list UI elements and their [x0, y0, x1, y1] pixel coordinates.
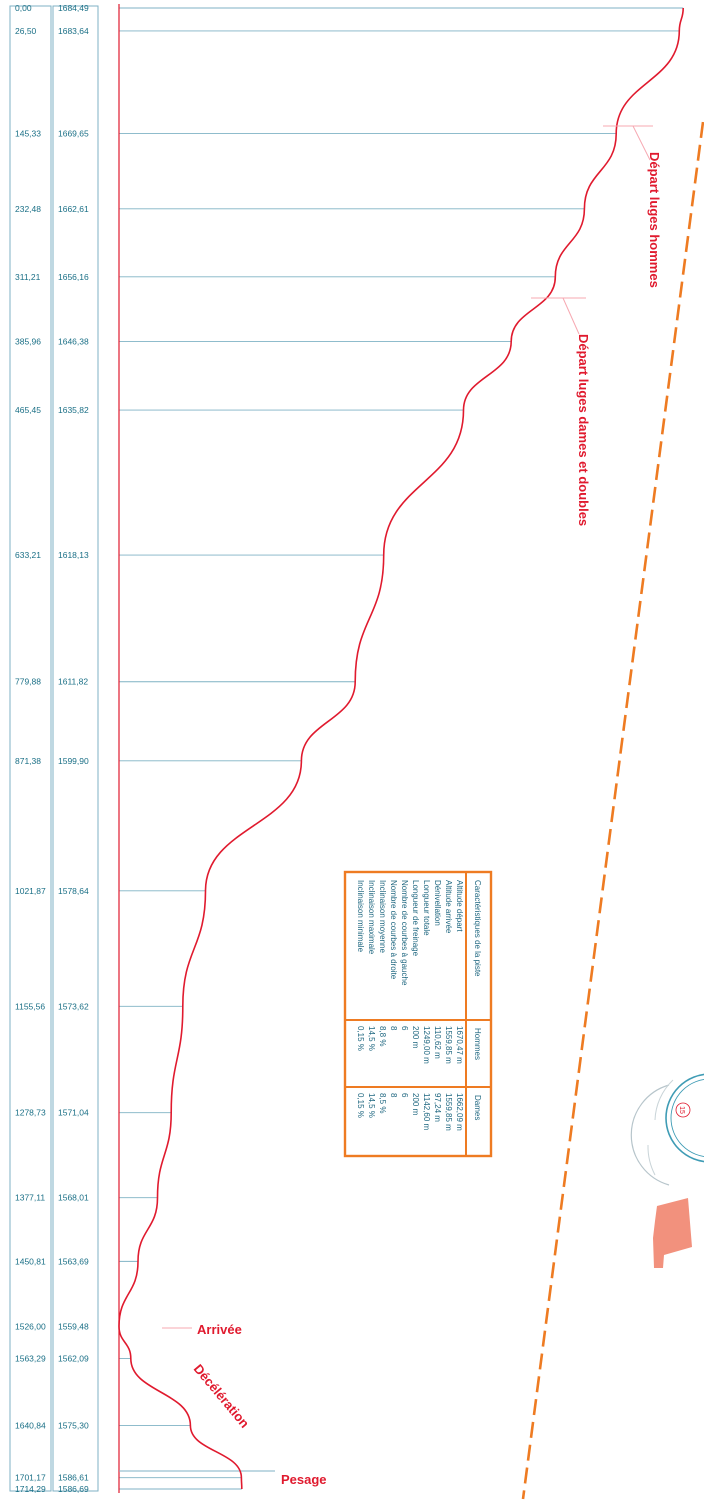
start-marker-men	[603, 125, 653, 161]
distance-label: 871,38	[15, 756, 41, 766]
table-cell-hommes: 1559,85 m	[444, 1026, 453, 1064]
track-characteristics-table: Caractéristiques de la piste Hommes Dames A…	[343, 870, 493, 1158]
distance-label: 1450,81	[15, 1256, 46, 1266]
distance-label: 1526,00	[15, 1321, 46, 1331]
altitude-label: 1559,48	[58, 1321, 89, 1331]
distance-label: 385,96	[15, 336, 41, 346]
altitude-label: 1662,61	[58, 204, 89, 214]
altitude-labels: 1684,49 1683,64 1669,65 1662,61 1656,16 1646,…	[58, 3, 89, 1494]
table-cell-label: Altitude arrivée	[444, 880, 453, 934]
altitude-label: 1562,09	[58, 1354, 89, 1364]
altitude-label: 1586,61	[58, 1473, 89, 1483]
distance-label: 1563,29	[15, 1354, 46, 1364]
altitude-label: 1586,69	[58, 1484, 89, 1494]
label-arrivee: Arrivée	[197, 1322, 242, 1337]
distance-label: 1155,56	[15, 1001, 45, 1011]
table-cell-dames: 1559,85 m	[444, 1093, 453, 1131]
table-cell-dames: 97,24 m	[433, 1093, 442, 1122]
distance-label: 633,21	[15, 550, 41, 560]
table-cell-label: Altitude départ	[455, 880, 464, 932]
distance-label: 1714,29	[15, 1484, 46, 1494]
altitude-label: 1571,04	[58, 1108, 89, 1118]
table-cell-hommes: 110,62 m	[433, 1026, 442, 1059]
distance-label: 232,48	[15, 204, 41, 214]
label-depart-dames: Départ luges dames et doubles	[576, 334, 591, 526]
table-header-hommes: Hommes	[473, 1028, 482, 1060]
distance-label: 1701,17	[15, 1473, 46, 1483]
altitude-label: 1684,49	[58, 3, 89, 13]
distance-label: 1377,11	[15, 1193, 45, 1203]
table-cell-label: Inclinaison minimale	[356, 880, 365, 953]
circular-structure: 15	[630, 1073, 704, 1186]
distance-label: 311,21	[15, 272, 41, 282]
altitude-label: 1656,16	[58, 272, 89, 282]
table-cell-dames: 6	[400, 1093, 409, 1098]
table-cell-dames: 8	[389, 1093, 398, 1098]
distance-label: 145,33	[15, 129, 41, 139]
distance-label: 1278,73	[15, 1108, 46, 1118]
distance-label: 1640,84	[15, 1421, 46, 1431]
altitude-label: 1646,38	[58, 336, 89, 346]
label-depart-hommes: Départ luges hommes	[647, 152, 662, 288]
altitude-label: 1618,13	[58, 550, 89, 560]
table-cell-label: Longueur totale	[422, 880, 431, 936]
distance-label: 779,88	[15, 677, 41, 687]
table-cell-label: Nombre de courbes à droite	[389, 880, 398, 980]
altitude-label: 1563,69	[58, 1256, 89, 1266]
table-cell-dames: 0,15 %	[356, 1093, 365, 1118]
table-cell-hommes: 8,8 %	[378, 1026, 387, 1046]
table-cell-dames: 14,5 %	[367, 1093, 376, 1118]
table-cell-label: Dénivellation	[433, 880, 442, 926]
elevation-profile-line	[118, 7, 684, 1490]
label-deceleration: Décélération	[191, 1361, 253, 1430]
altitude-label: 1573,62	[58, 1001, 89, 1011]
table-cell-label: Longueur de freinage	[411, 880, 420, 957]
altitude-label: 1611,82	[58, 677, 88, 687]
altitude-label: 1578,64	[58, 886, 89, 896]
table-cell-hommes: 8	[389, 1026, 398, 1031]
badge-number: 15	[678, 1106, 685, 1114]
table-header-characteristics: Caractéristiques de la piste	[473, 880, 482, 977]
table-cell-hommes: 200 m	[411, 1026, 420, 1049]
distance-labels: 0,00 26,50 145,33 232,48 311,21 385,96 465,45 6…	[15, 3, 46, 1494]
station-lines	[119, 7, 684, 1490]
table-cell-hommes: 1670,47 m	[455, 1026, 464, 1064]
distance-label: 26,50	[15, 26, 37, 36]
building-shape	[653, 1198, 692, 1268]
altitude-label: 1568,01	[58, 1193, 89, 1203]
table-cell-label: Nombre de courbes à gauche	[400, 880, 409, 986]
table-cell-hommes: 0,15 %	[356, 1026, 365, 1051]
altitude-label: 1575,30	[58, 1421, 89, 1431]
label-pesage: Pesage	[281, 1472, 327, 1487]
table-header-dames: Dames	[473, 1095, 482, 1120]
distance-label: 1021,87	[15, 886, 46, 896]
table-cell-dames: 1662,09 m	[455, 1093, 464, 1131]
altitude-column-frame	[52, 5, 99, 1492]
table-cell-dames: 8,5 %	[378, 1093, 387, 1113]
distance-column-frame	[9, 5, 52, 1492]
distance-label: 0,00	[15, 3, 32, 13]
table-cell-hommes: 6	[400, 1026, 409, 1031]
altitude-label: 1599,90	[58, 756, 89, 766]
track-axis-dashed-line	[521, 121, 704, 1500]
altitude-label: 1669,65	[58, 129, 89, 139]
table-cell-dames: 200 m	[411, 1093, 420, 1116]
altitude-label: 1635,82	[58, 405, 89, 415]
numbered-badge	[675, 1102, 691, 1118]
start-marker-women	[531, 297, 586, 335]
altitude-label: 1683,64	[58, 26, 89, 36]
table-cell-hommes: 1249,00 m	[422, 1026, 431, 1064]
distance-label: 465,45	[15, 405, 41, 415]
table-cell-hommes: 14,5 %	[367, 1026, 376, 1051]
table-cell-label: Inclinaison moyenne	[378, 880, 387, 953]
table-cell-dames: 1142,60 m	[422, 1093, 431, 1131]
table-cell-label: Inclinaison maximale	[367, 880, 376, 955]
